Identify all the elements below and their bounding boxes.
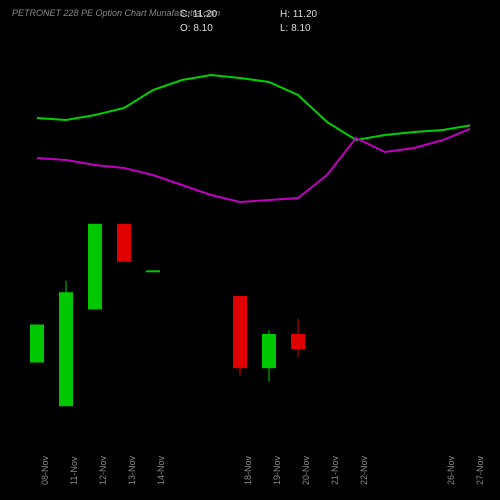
- high-label: H:: [280, 9, 290, 20]
- x-axis-label: 22-Nov: [359, 456, 369, 485]
- close-label: C:: [180, 9, 190, 20]
- open-label: O:: [180, 23, 191, 34]
- x-axis: 08-Nov 11-Nov 12-Nov 13-Nov 14-Nov 18-Nov 19-N…: [20, 440, 470, 490]
- candle-body: [291, 334, 305, 349]
- open-value: 8.10: [193, 23, 212, 34]
- candle-body: [30, 325, 44, 363]
- indicator-line-1: [37, 75, 470, 140]
- x-axis-label: 18-Nov: [243, 456, 253, 485]
- low-label: L:: [280, 23, 288, 34]
- x-axis-label: 20-Nov: [301, 456, 311, 485]
- candle-body: [59, 292, 73, 406]
- candle-body: [117, 224, 131, 262]
- x-axis-label: 13-Nov: [127, 456, 137, 485]
- close-value: 11.20: [193, 9, 217, 20]
- x-axis-label: 14-Nov: [156, 456, 166, 485]
- indicator-line-2: [37, 128, 470, 202]
- candle-body: [262, 334, 276, 368]
- low-row: L: 8.10: [280, 22, 317, 36]
- x-axis-label: 27-Nov: [475, 456, 485, 485]
- close-row: C: 11.20: [180, 8, 217, 22]
- candle-body: [233, 296, 247, 368]
- x-axis-label: 11-Nov: [69, 457, 79, 485]
- ohlc-block-left: C: 11.20 O: 8.10: [180, 8, 217, 36]
- x-axis-label: 21-Nov: [330, 456, 340, 485]
- x-axis-label: 08-Nov: [40, 456, 50, 485]
- low-value: 8.10: [291, 23, 310, 34]
- x-axis-label: 19-Nov: [272, 456, 282, 485]
- ohlc-block-right: H: 11.20 L: 8.10: [280, 8, 317, 36]
- x-axis-label: 12-Nov: [98, 456, 108, 485]
- x-axis-label: 26-Nov: [446, 456, 456, 485]
- chart-svg: [20, 40, 470, 440]
- candle-body: [88, 224, 102, 309]
- high-row: H: 11.20: [280, 8, 317, 22]
- chart-canvas: [20, 40, 470, 440]
- high-value: 11.20: [293, 9, 317, 20]
- open-row: O: 8.10: [180, 22, 217, 36]
